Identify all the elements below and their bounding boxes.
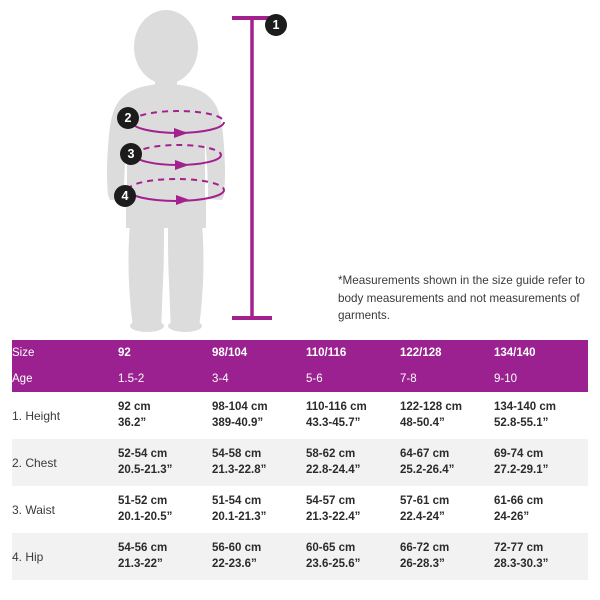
marker-4-hip: 4: [114, 185, 136, 207]
cell-waist-3: 57-61 cm 22.4-24”: [400, 486, 494, 533]
header-size-1: 98/104: [212, 347, 248, 359]
cell-height-2: 110-116 cm 43.3-45.7”: [306, 392, 400, 439]
table-body: 1. Height 92 cm 36.2” 98-104 cm 389-40.9…: [12, 392, 588, 580]
marker-2-chest: 2: [117, 107, 139, 129]
value-inch: 22-23.6”: [212, 557, 257, 570]
value-inch: 21.3-22”: [118, 557, 163, 570]
value-inch: 36.2”: [118, 416, 147, 429]
row-label-height: 1. Height: [12, 408, 61, 423]
value-cm: 66-72 cm: [400, 542, 450, 554]
value-inch: 28.3-30.3”: [494, 557, 549, 570]
header-row-age: Age 1.5-2 3-4 5-6 7-8 9-10: [12, 366, 588, 392]
cell-waist-0: 51-52 cm 20.1-20.5”: [118, 486, 212, 533]
cell-hip-2: 60-65 cm 23.6-25.6”: [306, 533, 400, 580]
cell-height-1: 98-104 cm 389-40.9”: [212, 392, 306, 439]
cell-hip-1: 56-60 cm 22-23.6”: [212, 533, 306, 580]
marker-3-waist: 3: [120, 143, 142, 165]
row-label-waist: 3. Waist: [12, 502, 55, 517]
value-cm: 69-74 cm: [494, 448, 544, 460]
cell-chest-2: 58-62 cm 22.8-24.4”: [306, 439, 400, 486]
row-label-chest: 2. Chest: [12, 455, 57, 470]
value-cm: 61-66 cm: [494, 495, 544, 507]
cell-chest-0: 52-54 cm 20.5-21.3”: [118, 439, 212, 486]
cell-height-4: 134-140 cm 52.8-55.1”: [494, 392, 588, 439]
value-cm: 92 cm: [118, 401, 151, 413]
header-age-1: 3-4: [212, 373, 229, 385]
value-inch: 20.5-21.3”: [118, 463, 173, 476]
header-size-3: 122/128: [400, 347, 442, 359]
value-cm: 56-60 cm: [212, 542, 262, 554]
measurements-footnote: *Measurements shown in the size guide re…: [338, 274, 585, 322]
value-cm: 54-57 cm: [306, 495, 356, 507]
body-silhouette: [107, 10, 225, 332]
height-measure-line: [232, 16, 272, 320]
cell-waist-1: 51-54 cm 20.1-21.3”: [212, 486, 306, 533]
chest-measure-band: [131, 110, 225, 138]
value-cm: 72-77 cm: [494, 542, 544, 554]
value-cm: 51-54 cm: [212, 495, 262, 507]
value-cm: 57-61 cm: [400, 495, 450, 507]
cell-height-0: 92 cm 36.2”: [118, 392, 212, 439]
header-size-label: Size: [12, 347, 35, 359]
row-label-hip: 4. Hip: [12, 549, 44, 564]
value-inch: 52.8-55.1”: [494, 416, 549, 429]
value-inch: 24-26”: [494, 510, 530, 523]
value-inch: 23.6-25.6”: [306, 557, 361, 570]
cell-chest-3: 64-67 cm 25.2-26.4”: [400, 439, 494, 486]
header-age-4: 9-10: [494, 373, 518, 385]
cell-chest-4: 69-74 cm 27.2-29.1”: [494, 439, 588, 486]
value-inch: 21.3-22.8”: [212, 463, 267, 476]
value-inch: 21.3-22.4”: [306, 510, 361, 523]
size-guide-table: Size 92 98/104 110/116 122/128 134/140 A…: [12, 340, 588, 580]
value-cm: 52-54 cm: [118, 448, 168, 460]
header-size-4: 134/140: [494, 347, 536, 359]
value-cm: 122-128 cm: [400, 401, 463, 413]
value-inch: 27.2-29.1”: [494, 463, 549, 476]
table-row: 2. Chest 52-54 cm 20.5-21.3” 54-58 cm 21…: [12, 439, 588, 486]
cell-waist-4: 61-66 cm 24-26”: [494, 486, 588, 533]
header-age-label: Age: [12, 373, 33, 385]
header-size-0: 92: [118, 347, 131, 359]
header-size-2: 110/116: [306, 347, 347, 359]
cell-hip-3: 66-72 cm 26-28.3”: [400, 533, 494, 580]
value-inch: 389-40.9”: [212, 416, 264, 429]
measurement-illustration: 1 2 3 4 *Measurements shown in the size …: [107, 10, 585, 332]
table-row: 1. Height 92 cm 36.2” 98-104 cm 389-40.9…: [12, 392, 588, 439]
cell-hip-4: 72-77 cm 28.3-30.3”: [494, 533, 588, 580]
value-inch: 26-28.3”: [400, 557, 445, 570]
cell-chest-1: 54-58 cm 21.3-22.8”: [212, 439, 306, 486]
value-inch: 22.4-24”: [400, 510, 445, 523]
value-cm: 64-67 cm: [400, 448, 450, 460]
value-inch: 22.8-24.4”: [306, 463, 361, 476]
value-cm: 54-56 cm: [118, 542, 168, 554]
value-cm: 51-52 cm: [118, 495, 168, 507]
value-cm: 60-65 cm: [306, 542, 356, 554]
value-cm: 110-116 cm: [306, 401, 367, 413]
cell-hip-0: 54-56 cm 21.3-22”: [118, 533, 212, 580]
value-cm: 134-140 cm: [494, 401, 557, 413]
value-cm: 54-58 cm: [212, 448, 262, 460]
marker-1-height: 1: [265, 14, 287, 36]
header-row-size: Size 92 98/104 110/116 122/128 134/140: [12, 340, 588, 366]
table-row: 3. Waist 51-52 cm 20.1-20.5” 51-54 cm 20…: [12, 486, 588, 533]
value-inch: 48-50.4”: [400, 416, 445, 429]
cell-waist-2: 54-57 cm 21.3-22.4”: [306, 486, 400, 533]
header-age-3: 7-8: [400, 373, 417, 385]
value-cm: 98-104 cm: [212, 401, 268, 413]
value-inch: 20.1-20.5”: [118, 510, 173, 523]
cell-height-3: 122-128 cm 48-50.4”: [400, 392, 494, 439]
header-age-2: 5-6: [306, 373, 323, 385]
value-inch: 25.2-26.4”: [400, 463, 455, 476]
header-age-0: 1.5-2: [118, 373, 145, 385]
value-inch: 43.3-45.7”: [306, 416, 361, 429]
table-row: 4. Hip 54-56 cm 21.3-22” 56-60 cm 22-23.…: [12, 533, 588, 580]
value-inch: 20.1-21.3”: [212, 510, 267, 523]
value-cm: 58-62 cm: [306, 448, 356, 460]
table-header: Size 92 98/104 110/116 122/128 134/140 A…: [12, 340, 588, 392]
